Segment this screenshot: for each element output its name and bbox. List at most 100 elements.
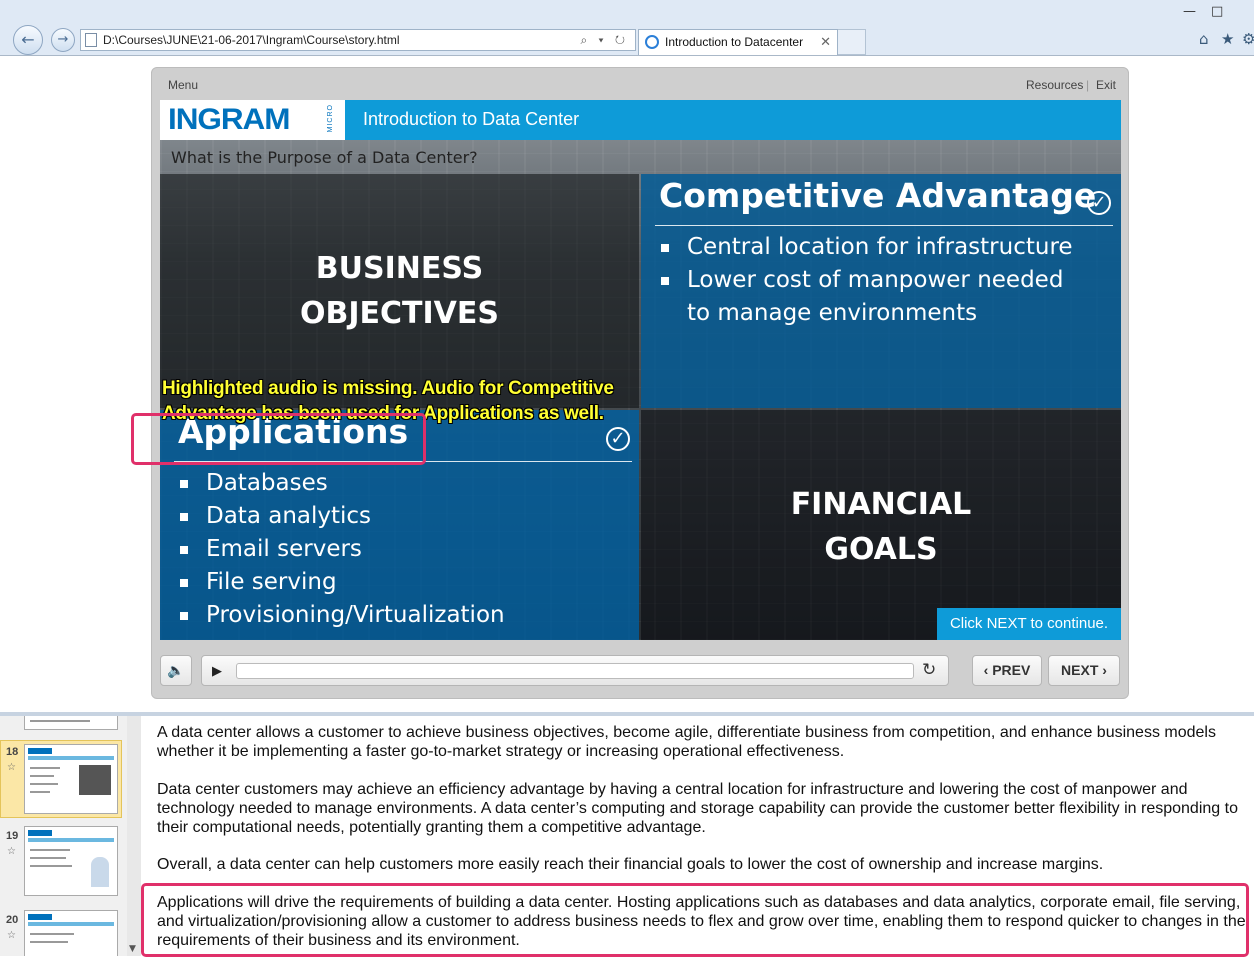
prev-button[interactable]: ‹ PREV — [972, 655, 1042, 686]
forward-arrow-icon: → — [57, 32, 69, 47]
back-arrow-icon: ← — [21, 30, 35, 49]
search-refresh-icons[interactable]: ⌕ ▾ ↻ — [580, 33, 629, 47]
topbar-separator: | — [1086, 78, 1090, 92]
back-button[interactable]: ← — [13, 25, 43, 55]
thumb-line — [30, 720, 90, 722]
slide-thumbnail-18[interactable] — [24, 744, 118, 814]
applications-bullets: Databases Data analytics Email servers F… — [178, 467, 505, 632]
notes-highlight-box — [141, 883, 1249, 957]
slide-thumbnail-pane: 18 ☆ 19 ☆ 20 ☆ ▼ — [0, 716, 141, 956]
pane-divider[interactable] — [0, 712, 1254, 716]
notes-paragraph-applications: Applications will drive the requirements… — [157, 893, 1246, 950]
slide-thumbnail-19[interactable] — [24, 826, 118, 896]
slide-number-20: 20 — [6, 914, 19, 926]
ingram-logo: INGRAM — [168, 103, 290, 136]
annotation-line1: Highlighted audio is missing. Audio for … — [162, 378, 614, 399]
play-icon[interactable]: ▶ — [212, 663, 222, 678]
page-icon — [85, 33, 97, 47]
next-button[interactable]: NEXT › — [1048, 655, 1120, 686]
thumb-line — [30, 767, 60, 769]
tab-title: Introduction to Datacenter — [665, 35, 804, 49]
financial-goals-panel[interactable]: FINANCIAL GOALS — [641, 410, 1121, 640]
next-hint: Click NEXT to continue. — [937, 608, 1121, 640]
notes-paragraph: A data center allows a customer to achie… — [157, 724, 1216, 761]
thumb-line — [30, 775, 54, 777]
slide-thumbnail-17[interactable] — [24, 716, 118, 730]
minimize-icon[interactable]: — — [1183, 4, 1196, 19]
forward-button[interactable]: → — [51, 28, 75, 52]
thumb-line — [30, 941, 68, 943]
bullet-item: Central location for infrastructure — [659, 231, 1073, 264]
menu-button[interactable]: Menu — [168, 78, 199, 92]
speaker-icon: 🔈 — [167, 662, 185, 678]
volume-button[interactable]: 🔈 — [160, 655, 192, 686]
slide-question: What is the Purpose of a Data Center? — [171, 148, 478, 167]
financial-line2: GOALS — [824, 532, 938, 567]
logo-micro-text: MICRO — [327, 104, 334, 133]
competitive-title: Competitive Advantage — [659, 176, 1097, 215]
settings-gear-icon[interactable]: ⚙ — [1242, 30, 1254, 48]
thumb-header — [28, 756, 114, 760]
financial-line1: FINANCIAL — [790, 487, 972, 522]
home-icon[interactable]: ⌂ — [1199, 30, 1209, 48]
animation-star-icon: ☆ — [7, 846, 16, 857]
address-text: D:\Courses\JUNE\21-06-2017\Ingram\Course… — [103, 33, 400, 47]
thumb-line — [30, 865, 72, 867]
checkmark-icon: ✓ — [1087, 191, 1111, 215]
slide-number-19: 19 — [6, 830, 19, 842]
business-line2: OBJECTIVES — [300, 296, 499, 331]
new-tab-button[interactable] — [838, 29, 866, 55]
course-title: Introduction to Data Center — [363, 109, 580, 129]
bullet-item: Provisioning/Virtualization — [178, 599, 505, 632]
thumb-logo — [28, 914, 52, 920]
business-objectives-panel[interactable]: BUSINESS OBJECTIVES — [160, 174, 639, 408]
thumb-line — [30, 857, 66, 859]
course-player: Menu Resources | Exit INGRAM MICRO Intro… — [151, 67, 1129, 699]
title-rule — [655, 225, 1113, 226]
slide-number-18: 18 — [6, 746, 19, 758]
checkmark-icon: ✓ — [606, 427, 630, 451]
seek-bar[interactable] — [236, 663, 914, 679]
resources-button[interactable]: Resources — [1026, 78, 1084, 92]
applications-panel[interactable]: Applications ✓ Databases Data analytics … — [160, 410, 639, 640]
scroll-down-icon[interactable]: ▼ — [129, 944, 136, 954]
thumbnail-scrollbar[interactable]: ▼ — [127, 716, 141, 956]
ie-icon — [645, 35, 659, 49]
favorites-icon[interactable]: ★ — [1221, 30, 1235, 48]
exit-button[interactable]: Exit — [1096, 78, 1117, 92]
slide-canvas: INGRAM MICRO Introduction to Data Center… — [160, 100, 1121, 640]
applications-title: Applications — [178, 412, 409, 451]
bullet-item: Data analytics — [178, 500, 505, 533]
title-rule — [174, 461, 632, 462]
thumb-line — [30, 791, 50, 793]
playback-controls: 🔈 ▶ ↻ ‹ PREV NEXT › — [152, 648, 1130, 692]
browser-toolbar: ← → D:\Courses\JUNE\21-06-2017\Ingram\Co… — [0, 0, 1254, 56]
business-line1: BUSINESS — [315, 251, 484, 286]
thumb-line — [30, 933, 74, 935]
thumb-header — [28, 922, 114, 926]
replay-icon[interactable]: ↻ — [922, 660, 937, 679]
speaker-notes[interactable]: A data center allows a customer to achie… — [157, 723, 1249, 969]
bullet-continuation: to manage environments — [687, 300, 978, 326]
thumb-header — [28, 838, 114, 842]
player-topbar: Menu Resources | Exit — [152, 68, 1130, 100]
logo-box: INGRAM MICRO — [160, 100, 345, 140]
thumb-line — [30, 783, 58, 785]
address-bar[interactable]: D:\Courses\JUNE\21-06-2017\Ingram\Course… — [80, 29, 636, 51]
notes-paragraph: Overall, a data center can help customer… — [157, 856, 1104, 874]
business-label: BUSINESS OBJECTIVES — [160, 246, 639, 336]
animation-star-icon: ☆ — [7, 930, 16, 941]
close-tab-icon[interactable]: ✕ — [820, 34, 831, 49]
maximize-icon[interactable]: □ — [1211, 4, 1224, 19]
thumb-image — [79, 765, 111, 795]
bullet-item: File serving — [178, 566, 505, 599]
thumb-line — [30, 849, 70, 851]
slide-thumbnail-20[interactable] — [24, 910, 118, 956]
bullet-item: Databases — [178, 467, 505, 500]
bullet-item: Lower cost of manpower needed — [659, 264, 1073, 297]
applications-highlight-box — [131, 413, 426, 465]
browser-tab[interactable]: Introduction to Datacenter ✕ — [638, 29, 838, 55]
thumb-logo — [28, 748, 52, 754]
competitive-advantage-panel[interactable]: Competitive Advantage ✓ Central location… — [641, 174, 1121, 408]
seek-controls: ▶ ↻ — [201, 655, 949, 686]
